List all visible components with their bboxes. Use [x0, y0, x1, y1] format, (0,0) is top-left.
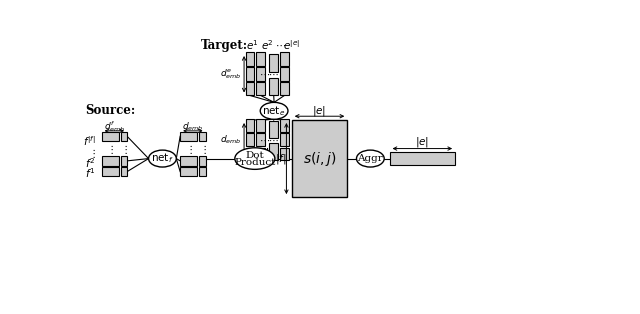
Text: $\mathrm{net}_e$: $\mathrm{net}_e$	[262, 104, 285, 118]
Bar	[180, 156, 197, 165]
Text: $\mathrm{net}_f$: $\mathrm{net}_f$	[151, 152, 173, 165]
Text: $|e|$: $|e|$	[312, 104, 326, 118]
Bar	[246, 119, 254, 132]
Text: $\cdots$: $\cdots$	[275, 41, 286, 50]
Bar	[292, 120, 348, 197]
Bar	[257, 119, 265, 132]
Bar	[257, 52, 265, 66]
Text: Target:: Target:	[201, 39, 248, 52]
Ellipse shape	[148, 150, 176, 167]
Text: $e^2$: $e^2$	[261, 39, 273, 52]
Bar	[390, 152, 455, 165]
Bar	[269, 78, 278, 95]
Text: $d^f_{emb}$: $d^f_{emb}$	[104, 120, 125, 134]
Bar	[200, 167, 205, 176]
Text: Aggr: Aggr	[358, 154, 383, 163]
Ellipse shape	[260, 102, 288, 119]
Bar	[180, 132, 197, 141]
Bar	[102, 132, 118, 141]
Text: $\vdots$: $\vdots$	[120, 143, 128, 156]
Text: Dot: Dot	[246, 151, 264, 160]
Text: $f^1$: $f^1$	[85, 166, 95, 180]
Text: $\cdots$: $\cdots$	[268, 136, 279, 144]
Bar	[121, 167, 127, 176]
Bar	[257, 67, 265, 81]
Text: $d_{emb}$: $d_{emb}$	[182, 121, 204, 133]
Bar	[121, 132, 127, 141]
Bar	[246, 133, 254, 146]
Bar	[280, 148, 289, 160]
Bar	[121, 156, 127, 165]
Ellipse shape	[356, 150, 384, 167]
Text: $f^2$: $f^2$	[85, 156, 95, 170]
Text: $d_{emb}$: $d_{emb}$	[220, 134, 241, 146]
Text: $\vdots$: $\vdots$	[88, 147, 95, 160]
Bar	[200, 132, 205, 141]
Bar	[102, 167, 118, 176]
Ellipse shape	[235, 148, 275, 169]
Text: $\cdots$: $\cdots$	[259, 136, 269, 144]
Bar	[257, 133, 265, 146]
Text: $\cdots$: $\cdots$	[259, 70, 269, 79]
Text: Product: Product	[234, 158, 276, 167]
Text: $d^e_{emb}$: $d^e_{emb}$	[220, 68, 241, 81]
Bar	[280, 67, 289, 81]
Bar	[280, 82, 289, 95]
Bar	[280, 52, 289, 66]
Bar	[269, 121, 278, 138]
Text: $\vdots$: $\vdots$	[185, 143, 193, 156]
Bar	[102, 156, 118, 165]
Bar	[257, 148, 265, 160]
Text: Source:: Source:	[86, 104, 136, 116]
Text: $f^{|f|}$: $f^{|f|}$	[83, 134, 95, 148]
Text: $|f|$: $|f|$	[275, 152, 287, 165]
Bar	[200, 156, 205, 165]
Bar	[246, 67, 254, 81]
Text: $e^{|e|}$: $e^{|e|}$	[283, 39, 300, 52]
Text: $e^1$: $e^1$	[246, 39, 259, 52]
Bar	[246, 82, 254, 95]
Text: $\vdots$: $\vdots$	[106, 143, 114, 156]
Bar	[246, 148, 254, 160]
Bar	[246, 52, 254, 66]
Text: $|e|$: $|e|$	[415, 135, 429, 149]
Bar	[269, 143, 278, 160]
Bar	[280, 119, 289, 132]
Text: $s(i,j)$: $s(i,j)$	[303, 149, 337, 168]
Bar	[280, 133, 289, 146]
Text: $\cdots$: $\cdots$	[268, 70, 279, 79]
Text: $\vdots$: $\vdots$	[198, 143, 206, 156]
Bar	[269, 54, 278, 72]
Bar	[257, 82, 265, 95]
Bar	[180, 167, 197, 176]
